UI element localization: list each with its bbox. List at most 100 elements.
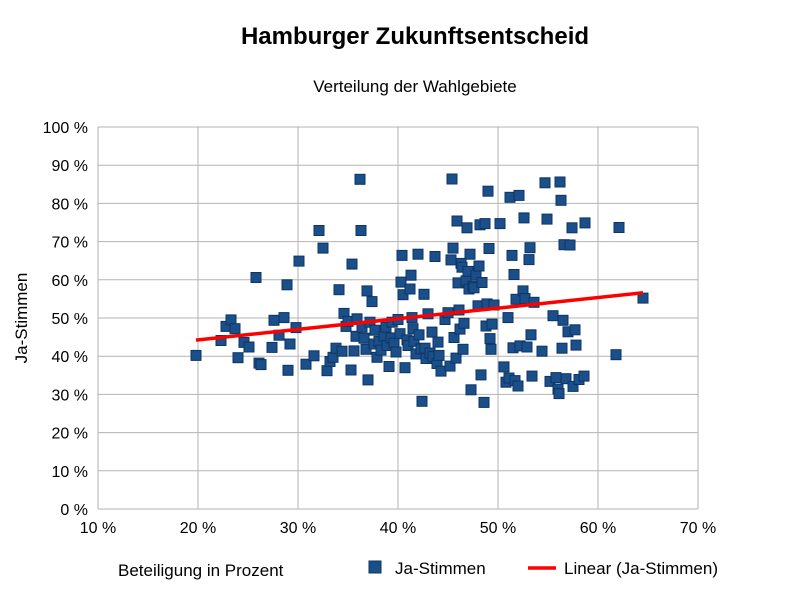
data-point [555,194,567,206]
data-point [293,255,305,267]
y-tick-label: 40 % [52,349,88,366]
data-point [550,372,562,384]
data-point [570,339,582,351]
data-point [395,276,407,288]
data-point [506,249,518,261]
data-point [361,285,373,297]
legend-marker-points [368,560,382,574]
y-tick-label: 30 % [52,387,88,404]
data-point [498,361,510,373]
data-point [345,364,357,376]
data-point [413,329,425,341]
data-point [523,254,535,266]
data-point [250,272,262,283]
chart-title: Hamburger Zukunftsentscheid [241,23,589,50]
data-point [539,177,551,189]
x-tick-label: 50 % [480,520,516,537]
data-point [557,314,569,326]
y-axis-ticks: 0 % 10 % 20 % 30 % 40 % 50 % 60 % 70 % 80 % 90 % 1… [43,120,88,519]
data-point [484,333,496,345]
data-point [478,396,490,408]
trend-line-group [195,291,644,342]
data-point [313,225,325,236]
data-point [486,318,498,330]
x-tick-label: 70 % [680,520,716,537]
legend-label-points: Ja-Stimmen [395,559,486,578]
data-point [433,349,445,361]
data-point [521,341,533,353]
y-tick-label: 80 % [52,196,88,213]
data-point [308,350,320,362]
data-point [429,251,441,262]
data-point [541,213,553,225]
data-point [232,352,244,364]
data-point [407,323,419,335]
data-points [190,173,649,408]
data-point [465,384,477,396]
data-point [553,388,565,400]
data-point [524,242,536,254]
data-point [399,362,411,374]
y-axis-label: Ja-Stimmen [12,273,31,364]
data-point [525,329,537,341]
data-point [266,341,278,353]
trend-line [195,291,644,342]
data-point [502,312,514,324]
data-point [485,343,497,355]
data-point [405,269,417,281]
x-tick-label: 10 % [80,520,116,537]
data-point [513,189,525,201]
data-point [444,360,456,372]
data-point [473,260,485,272]
y-tick-label: 0 % [60,502,88,519]
data-point [518,212,530,224]
y-tick-label: 70 % [52,235,88,252]
data-point [358,332,370,344]
data-point [390,346,402,358]
data-point [547,310,559,322]
data-point [451,215,463,227]
data-point [432,336,444,348]
data-point [362,374,374,386]
data-point [447,242,459,254]
data-point [613,222,625,233]
legend: Ja-Stimmen Linear (Ja-Stimmen) [368,559,718,578]
data-point [426,326,438,338]
data-point [243,341,255,353]
data-point [418,288,430,300]
data-point [190,349,202,361]
data-point [348,345,360,357]
y-tick-label: 60 % [52,273,88,290]
data-point [526,370,538,382]
data-point [394,328,406,340]
data-point [508,269,520,280]
data-point [366,296,378,308]
data-point [281,279,293,291]
data-point [512,380,524,392]
data-point [416,395,428,407]
data-point [284,338,296,350]
data-point [483,243,495,254]
y-tick-label: 10 % [52,464,88,481]
data-point [282,364,294,376]
data-point [396,249,408,261]
data-point [461,222,473,234]
data-point [404,283,416,295]
data-point [300,358,312,370]
data-point [564,239,576,251]
data-point [317,242,329,254]
legend-label-trend: Linear (Ja-Stimmen) [564,559,718,578]
data-point [346,258,358,270]
data-point [445,254,457,266]
data-point [397,289,409,301]
data-point [355,225,367,236]
data-point [569,324,581,336]
data-point [333,284,345,296]
data-point [412,248,424,260]
data-point [354,173,366,185]
data-point [579,217,591,229]
data-point [229,323,241,335]
data-point [278,312,290,324]
y-tick-label: 100 % [43,120,88,137]
data-point [560,373,572,385]
